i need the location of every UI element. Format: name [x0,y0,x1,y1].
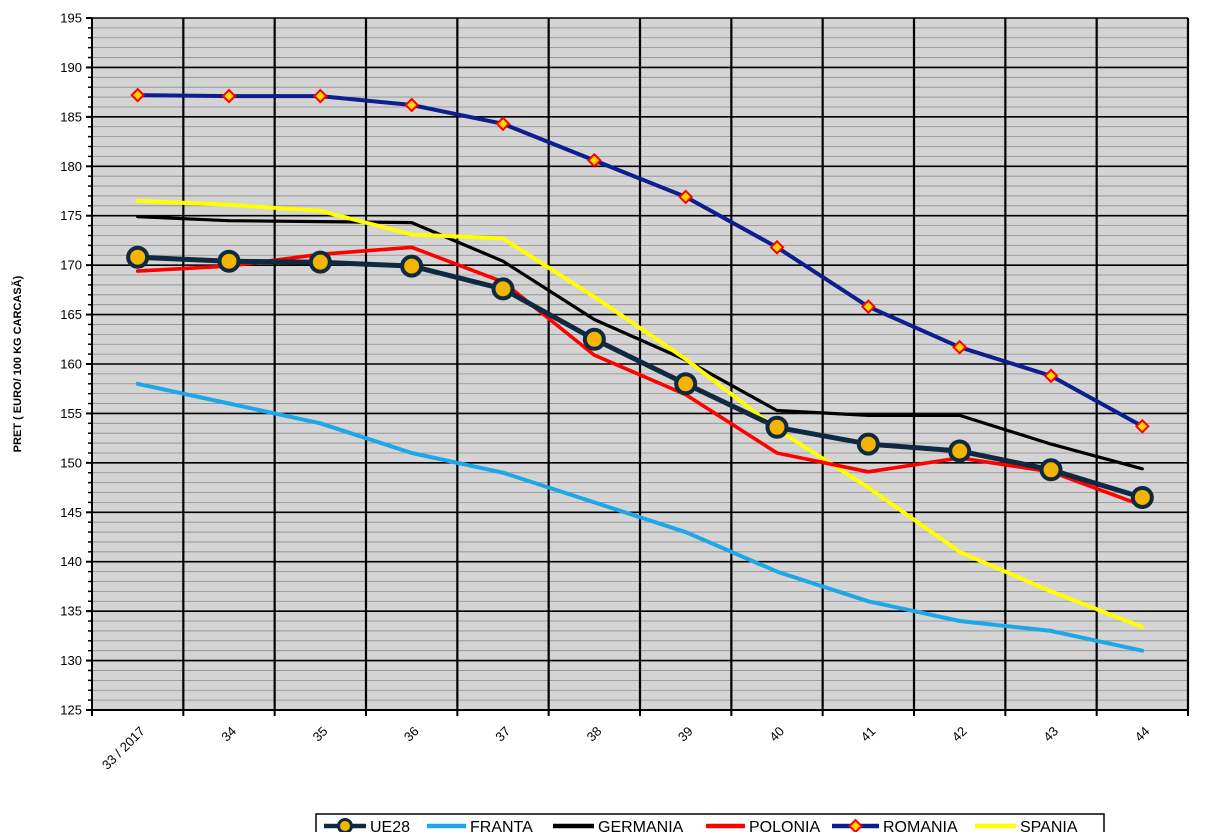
data-point-ue28 [674,372,698,396]
y-tick-label: 125 [60,703,82,718]
series-line-ue28 [135,254,1145,500]
legend-box [315,813,1105,832]
data-point-ue28 [308,250,332,274]
data-point-romania [312,88,328,104]
data-point-romania [130,87,146,103]
x-tick-label: 33 / 2017 [99,724,148,773]
data-point-ue28 [1039,458,1063,482]
data-point-ue28 [582,327,606,351]
series-line-franta [135,381,1145,653]
x-tick-label: 43 [1040,724,1061,745]
y-tick-label: 140 [60,554,82,569]
data-point-ue28 [1130,485,1154,509]
data-point-romania [495,116,511,132]
y-tick-label: 170 [60,258,82,273]
data-point-ue28 [126,245,150,269]
x-tick-label: 36 [401,724,422,745]
data-point-romania [769,239,785,255]
legend-label-polonia: POLONIA [749,819,820,832]
y-tick-label: 130 [60,653,82,668]
series-line-romania [135,93,1145,429]
y-tick-label: 145 [60,505,82,520]
legend-label-franta: FRANTA [470,819,533,832]
x-tick-label: 40 [766,724,787,745]
data-point-romania [678,189,694,205]
x-tick-label: 44 [1132,724,1153,745]
x-tick-label: 38 [584,724,605,745]
series-line-polonia [135,245,1145,508]
data-point-romania [1134,418,1150,434]
x-tick-label: 34 [218,724,239,745]
y-tick-label: 155 [60,406,82,421]
data-point-ue28 [948,439,972,463]
x-tick-label: 42 [949,724,970,745]
legend-marker-ue28 [337,818,353,832]
y-tick-label: 180 [60,159,82,174]
y-tick-label: 165 [60,307,82,322]
y-tick-label: 150 [60,455,82,470]
y-tick-label: 160 [60,357,82,372]
y-axis-title: PRET ( EURO/ 100 KG CARCASĂ) [11,275,24,452]
y-tick-label: 195 [60,11,82,26]
series-line-germania [136,215,1144,471]
legend-marker-romania [848,818,863,832]
data-point-ue28 [217,249,241,273]
y-tick-label: 190 [60,60,82,75]
x-tick-label: 41 [858,724,879,745]
y-tick-label: 175 [60,208,82,223]
legend-label-ue28: UE28 [370,819,410,832]
data-point-romania [860,299,876,315]
data-point-romania [952,339,968,355]
data-point-romania [1043,368,1059,384]
data-point-ue28 [856,432,880,456]
data-point-romania [586,152,602,168]
y-tick-label: 185 [60,109,82,124]
series-line-spania [135,198,1145,629]
data-point-ue28 [491,277,515,301]
legend-label-romania: ROMANIA [883,819,958,832]
data-point-romania [404,97,420,113]
x-tick-label: 35 [310,724,331,745]
y-tick-label: 135 [60,604,82,619]
data-point-romania [221,88,237,104]
legend-label-spania: SPANIA [1020,819,1078,832]
data-point-ue28 [765,415,789,439]
x-tick-label: 39 [675,724,696,745]
legend-label-germania: GERMANIA [598,819,684,832]
x-tick-label: 37 [492,724,513,745]
data-point-ue28 [400,254,424,278]
